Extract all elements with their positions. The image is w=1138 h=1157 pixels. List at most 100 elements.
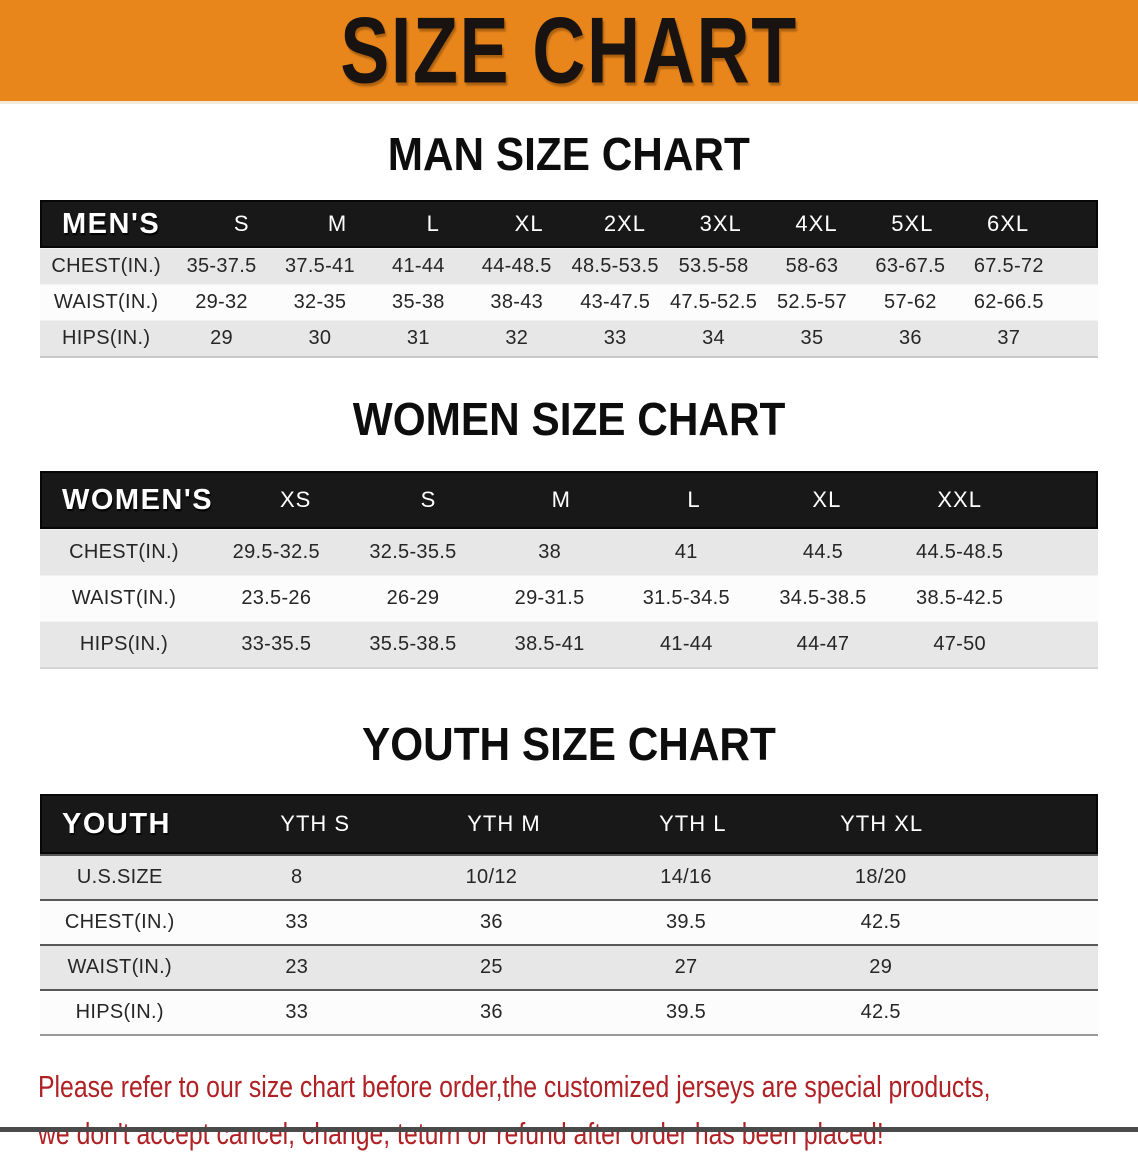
cell: 8: [291, 866, 303, 888]
cell: 38.5-42.5: [916, 587, 1004, 609]
row-label: CHEST(IN.): [69, 541, 179, 563]
table-row: U.S.SIZE 8 10/12 14/16 18/20: [40, 854, 1098, 899]
cell: 35-38: [392, 291, 445, 313]
table-header-row: YOUTH YTH S YTH M YTH L YTH XL: [40, 794, 1098, 854]
cell: 33: [285, 1001, 309, 1023]
section-title-women: WOMEN SIZE CHART: [0, 396, 1138, 442]
cell: 29-31.5: [514, 587, 585, 609]
column-header: XS: [279, 487, 312, 512]
cell: 32.5-35.5: [369, 541, 457, 563]
column-header: 4XL: [795, 211, 838, 236]
cell: 31: [406, 327, 430, 349]
disclaimer-line-2: we don't accept cancel, change, teturn o…: [38, 1116, 884, 1151]
cell: 34: [702, 327, 725, 349]
table-row: WAIST(IN.) 23 25 27 29: [40, 944, 1098, 989]
column-header: 3XL: [699, 211, 742, 236]
disclaimer-line-1: Please refer to our size chart before or…: [38, 1069, 991, 1104]
column-header: XL: [514, 211, 544, 236]
table-row: HIPS(IN.) 33 36 39.5 42.5: [40, 989, 1098, 1036]
column-header: L: [687, 487, 701, 512]
cell: 37.5-41: [284, 255, 355, 277]
cell: 23: [285, 956, 309, 978]
section-title-youth: YOUTH SIZE CHART: [0, 721, 1138, 767]
cell: 27: [674, 956, 698, 978]
column-header: M: [327, 211, 348, 236]
section-title-women-text: WOMEN SIZE CHART: [352, 393, 786, 445]
cell: 58-63: [785, 255, 839, 277]
disclaimer: Please refer to our size chart before or…: [38, 1063, 1138, 1157]
cell: 23.5-26: [241, 587, 312, 609]
cell: 47-50: [933, 633, 986, 655]
column-header: XL: [812, 487, 842, 512]
table-row: CHEST(IN.) 33 36 39.5 42.5: [40, 899, 1098, 944]
table-row: HIPS(IN.) 29 30 31 32 33 34 35 36 37: [40, 320, 1098, 358]
table-header-label: MEN'S: [62, 207, 161, 240]
cell: 26-29: [386, 587, 440, 609]
cell: 67.5-72: [973, 255, 1044, 277]
cell: 33: [603, 327, 627, 349]
column-header: YTH S: [280, 811, 351, 836]
cell: 63-67.5: [875, 255, 946, 277]
row-label: WAIST(IN.): [67, 956, 172, 978]
cell: 41-44: [392, 255, 445, 277]
cell: 33: [285, 911, 309, 933]
cell: 33-35.5: [241, 633, 312, 655]
section-title-youth-text: YOUTH SIZE CHART: [362, 718, 776, 770]
row-label: WAIST(IN.): [71, 587, 177, 609]
cell: 10/12: [465, 866, 518, 888]
cell: 37: [997, 327, 1021, 349]
row-label: CHEST(IN.): [51, 255, 161, 277]
cell: 18/20: [854, 866, 907, 888]
cell: 44-47: [796, 633, 850, 655]
youth-size-table: YOUTH YTH S YTH M YTH L YTH XL U.S.SIZE 8 10/12…: [40, 794, 1098, 1036]
page-title: SIZE CHART: [340, 0, 798, 103]
table-row: WAIST(IN.) 29-32 32-35 35-38 38-43 43-47.5 47.…: [40, 284, 1098, 320]
cell: 36: [898, 327, 922, 349]
cell: 35-37.5: [186, 255, 257, 277]
table-row: HIPS(IN.) 33-35.5 35.5-38.5 38.5-41 41-44 44-…: [40, 621, 1098, 669]
cell: 31.5-34.5: [642, 587, 730, 609]
cell: 41-44: [659, 633, 713, 655]
cell: 41: [674, 541, 698, 563]
column-header: S: [233, 211, 250, 236]
cell: 36: [479, 1001, 503, 1023]
cell: 34.5-38.5: [779, 587, 867, 609]
cell: 14/16: [660, 866, 712, 888]
cell: 57-62: [884, 291, 937, 313]
cell: 29: [210, 327, 233, 349]
column-header: S: [420, 487, 437, 512]
cell: 43-47.5: [580, 291, 651, 313]
cell: 39.5: [665, 911, 707, 933]
row-label: U.S.SIZE: [76, 866, 163, 888]
table-row: WAIST(IN.) 23.5-26 26-29 29-31.5 31.5-34.5 34…: [40, 575, 1098, 621]
table-row: CHEST(IN.) 29.5-32.5 32.5-35.5 38 41 44.5 44.5…: [40, 529, 1098, 575]
cell: 44.5: [802, 541, 844, 563]
cell: 44-48.5: [481, 255, 552, 277]
cell: 29-32: [195, 291, 248, 313]
cell: 47.5-52.5: [669, 291, 758, 313]
cell: 30: [308, 327, 332, 349]
cell: 36: [479, 911, 503, 933]
section-title-man: MAN SIZE CHART: [0, 131, 1138, 177]
table-row: CHEST(IN.) 35-37.5 37.5-41 41-44 44-48.5 48.5…: [40, 248, 1098, 284]
column-header: YTH M: [467, 811, 541, 836]
cell: 35.5-38.5: [369, 633, 457, 655]
column-header: L: [426, 211, 440, 236]
cell: 62-66.5: [973, 291, 1044, 313]
table-header-row: MEN'S S M L XL 2XL 3XL 4XL 5XL 6XL: [40, 200, 1098, 248]
man-size-table: MEN'S S M L XL 2XL 3XL 4XL 5XL 6XL CHEST(IN.) 35-37…: [40, 200, 1098, 358]
cell: 32: [505, 327, 529, 349]
cell: 38-43: [490, 291, 544, 313]
cell: 32-35: [293, 291, 347, 313]
cell: 42.5: [860, 1001, 901, 1023]
cell: 38.5-41: [514, 633, 585, 655]
column-header: 6XL: [987, 211, 1030, 236]
cell: 53.5-58: [678, 255, 749, 277]
row-label: HIPS(IN.): [79, 633, 169, 655]
column-header: 5XL: [891, 211, 934, 236]
cell: 25: [479, 956, 503, 978]
column-header: YTH XL: [840, 811, 924, 836]
cell: 38: [538, 541, 562, 563]
column-header: M: [551, 487, 571, 512]
column-header: XXL: [937, 487, 982, 512]
